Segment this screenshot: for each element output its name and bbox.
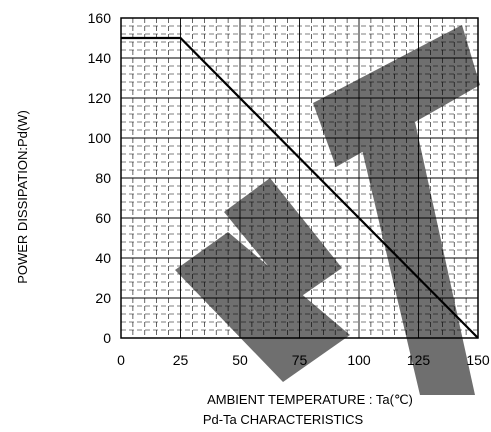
chart-title: Pd-Ta CHARACTERISTICS <box>203 412 364 427</box>
y-tick-label: 120 <box>88 90 112 106</box>
y-axis-ticks: 0 20 40 60 80 100 120 140 160 <box>88 10 112 346</box>
x-tick-label: 0 <box>117 352 125 368</box>
watermark-stroke-4 <box>355 90 475 395</box>
y-tick-label: 100 <box>88 130 112 146</box>
x-tick-label: 75 <box>292 352 308 368</box>
watermark-stroke-3 <box>313 25 480 167</box>
y-tick-label: 40 <box>95 250 111 266</box>
watermark-stroke-2 <box>224 178 342 300</box>
x-axis-ticks: 0 25 50 75 100 125 150 <box>117 352 490 368</box>
y-tick-label: 160 <box>88 10 112 26</box>
x-tick-label: 125 <box>407 352 431 368</box>
x-tick-label: 150 <box>466 352 490 368</box>
pd-derating-line <box>121 36 479 339</box>
x-tick-label: 50 <box>232 352 248 368</box>
y-tick-label: 80 <box>95 170 111 186</box>
y-tick-label: 0 <box>103 330 111 346</box>
plot-frame <box>120 17 479 339</box>
watermark-stroke-1 <box>175 232 350 382</box>
y-axis-title: POWER DISSIPATION:Pd(W) <box>15 110 30 284</box>
x-tick-label: 25 <box>173 352 189 368</box>
y-tick-label: 60 <box>95 210 111 226</box>
watermark <box>175 25 480 395</box>
y-tick-label: 20 <box>95 290 111 306</box>
major-grid <box>121 18 478 338</box>
y-tick-label: 140 <box>88 50 112 66</box>
series-layer <box>121 36 479 339</box>
x-axis-title: AMBIENT TEMPERATURE : Ta(℃) <box>207 392 413 407</box>
x-tick-label: 100 <box>347 352 371 368</box>
